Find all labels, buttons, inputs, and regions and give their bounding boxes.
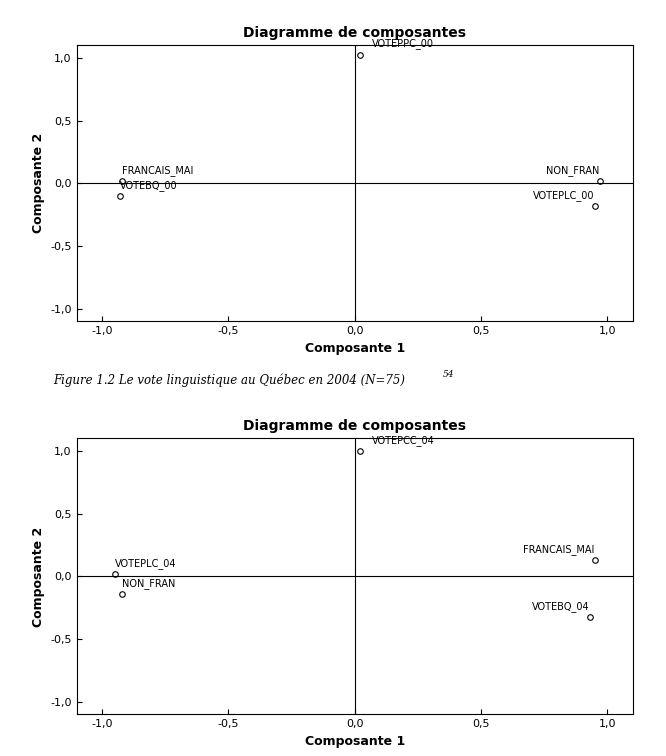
X-axis label: Composante 1: Composante 1 — [304, 342, 405, 355]
Text: Figure 1.2 Le vote linguistique au Québec en 2004 (N=75): Figure 1.2 Le vote linguistique au Québe… — [53, 373, 406, 387]
Text: NON_FRAN: NON_FRAN — [122, 578, 175, 589]
X-axis label: Composante 1: Composante 1 — [304, 735, 405, 748]
Title: Diagramme de composantes: Diagramme de composantes — [243, 26, 466, 40]
Y-axis label: Composante 2: Composante 2 — [32, 526, 45, 627]
Y-axis label: Composante 2: Composante 2 — [32, 133, 45, 234]
Text: VOTEBQ_04: VOTEBQ_04 — [532, 601, 589, 612]
Text: FRANCAIS_MAI: FRANCAIS_MAI — [122, 165, 193, 176]
Text: VOTEPPC_00: VOTEPPC_00 — [372, 39, 434, 49]
Text: FRANCAIS_MAI: FRANCAIS_MAI — [523, 544, 595, 555]
Title: Diagramme de composantes: Diagramme de composantes — [243, 419, 466, 433]
Text: VOTEBQ_00: VOTEBQ_00 — [120, 180, 177, 191]
Text: 54: 54 — [443, 370, 454, 379]
Text: NON_FRAN: NON_FRAN — [547, 165, 600, 176]
Text: VOTEPLC_00: VOTEPLC_00 — [533, 190, 595, 201]
Text: VOTEPLC_04: VOTEPLC_04 — [115, 558, 176, 569]
Text: VOTEPCC_04: VOTEPCC_04 — [372, 435, 435, 446]
